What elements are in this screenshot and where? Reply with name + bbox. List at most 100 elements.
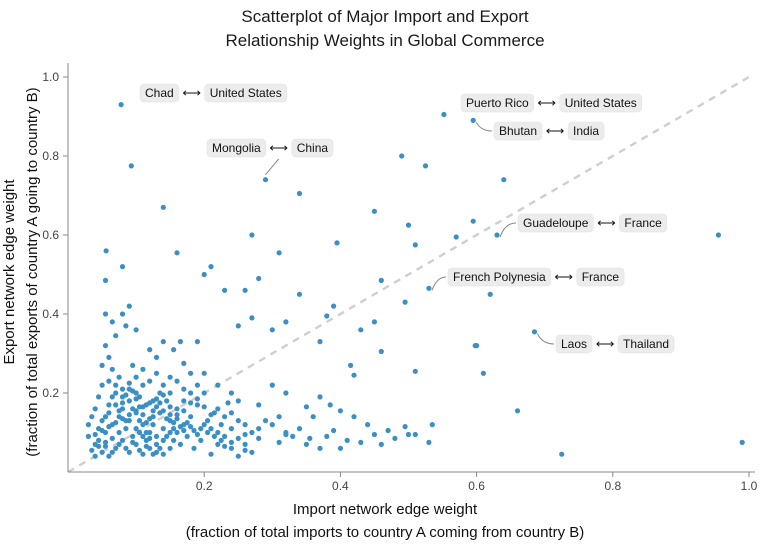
annotation-source-box bbox=[447, 267, 551, 287]
data-point bbox=[140, 382, 146, 388]
data-point bbox=[331, 427, 337, 434]
data-point bbox=[194, 396, 200, 402]
data-point bbox=[106, 453, 112, 459]
data-point bbox=[181, 386, 187, 392]
data-point bbox=[235, 453, 241, 459]
data-point bbox=[194, 402, 200, 408]
data-point bbox=[405, 431, 412, 438]
data-point bbox=[167, 390, 173, 396]
data-point bbox=[92, 453, 98, 459]
data-point bbox=[171, 420, 177, 426]
data-point bbox=[143, 420, 149, 426]
data-point bbox=[228, 426, 234, 432]
x-tick-label: 0.2 bbox=[196, 479, 213, 493]
data-point bbox=[113, 420, 119, 426]
data-point bbox=[344, 437, 350, 443]
data-point bbox=[106, 410, 112, 416]
data-point bbox=[119, 386, 126, 392]
data-point bbox=[113, 390, 119, 396]
data-point bbox=[201, 370, 207, 376]
data-point bbox=[102, 414, 109, 420]
annotation-source-box bbox=[460, 93, 534, 113]
data-point bbox=[113, 333, 119, 339]
data-point bbox=[412, 368, 418, 374]
data-point bbox=[201, 404, 207, 410]
annotation-target-box bbox=[617, 334, 675, 354]
data-point bbox=[412, 242, 418, 248]
data-point bbox=[218, 437, 224, 443]
data-point bbox=[174, 429, 180, 436]
data-point bbox=[147, 378, 153, 384]
data-point bbox=[188, 400, 194, 406]
data-point bbox=[136, 447, 143, 453]
annotation-leader-line bbox=[537, 333, 555, 345]
data-point bbox=[106, 354, 112, 360]
data-point bbox=[133, 408, 139, 414]
data-point bbox=[208, 412, 214, 418]
data-point bbox=[310, 414, 316, 420]
data-point bbox=[85, 433, 91, 439]
x-axis-label-line-1: Import network edge weight bbox=[293, 501, 478, 518]
data-point bbox=[283, 390, 289, 396]
data-point bbox=[150, 422, 156, 428]
data-point bbox=[215, 382, 221, 388]
data-point bbox=[412, 431, 418, 438]
bidirectional-arrow-icon: ⟷ bbox=[182, 85, 201, 100]
data-point bbox=[470, 218, 476, 224]
annotation-target-country: China bbox=[297, 141, 329, 155]
annotation-target-country: India bbox=[573, 124, 599, 138]
data-point bbox=[160, 408, 166, 414]
data-point bbox=[327, 402, 333, 408]
annotation-target-box bbox=[204, 83, 287, 103]
data-point bbox=[225, 400, 231, 406]
annotation-label: Puerto Rico ⟷ United States bbox=[460, 93, 642, 113]
data-point bbox=[242, 447, 248, 453]
annotation-label: Bhutan ⟷ India bbox=[475, 121, 605, 141]
data-point bbox=[147, 416, 153, 422]
data-point bbox=[208, 451, 214, 457]
data-point bbox=[334, 240, 340, 246]
data-point bbox=[222, 414, 228, 420]
data-point bbox=[99, 427, 105, 434]
data-point bbox=[96, 437, 102, 443]
data-point bbox=[351, 372, 357, 378]
data-point bbox=[191, 445, 197, 451]
data-point bbox=[150, 408, 156, 414]
data-point bbox=[317, 339, 323, 345]
data-point bbox=[126, 380, 132, 386]
annotation-source-box bbox=[206, 138, 266, 158]
data-point bbox=[348, 362, 354, 368]
annotation-source-country: Bhutan bbox=[499, 124, 537, 138]
bidirectional-arrow-icon: ⟷ bbox=[597, 215, 616, 230]
bidirectional-arrow-icon: ⟷ bbox=[537, 95, 556, 110]
data-point bbox=[153, 370, 160, 376]
data-point bbox=[276, 250, 282, 256]
data-point bbox=[126, 398, 132, 404]
data-point bbox=[201, 422, 207, 428]
data-point bbox=[296, 190, 303, 197]
data-point bbox=[143, 429, 149, 436]
data-point bbox=[116, 408, 122, 414]
data-point bbox=[249, 449, 255, 455]
data-point bbox=[470, 117, 476, 123]
data-point bbox=[324, 433, 330, 439]
data-point bbox=[269, 422, 275, 428]
annotation-source-box bbox=[517, 213, 594, 233]
data-point bbox=[119, 311, 126, 317]
bidirectional-arrow-icon: ⟷ bbox=[546, 123, 565, 138]
annotation-label: Laos ⟷ Thailand bbox=[537, 333, 675, 354]
data-point bbox=[201, 390, 207, 396]
annotation-target-country: France bbox=[582, 270, 620, 284]
bidirectional-arrow-icon: ⟷ bbox=[269, 140, 288, 155]
data-point bbox=[402, 299, 408, 305]
annotation-label: Mongolia ⟷ China bbox=[206, 138, 334, 176]
data-point bbox=[92, 406, 98, 412]
data-point bbox=[429, 422, 435, 428]
annotation-source-country: Laos bbox=[561, 337, 587, 351]
chart-title-line-2: Relationship Weights in Global Commerce bbox=[225, 31, 544, 50]
data-point bbox=[136, 404, 143, 410]
data-point bbox=[235, 435, 241, 441]
data-point bbox=[262, 418, 269, 424]
data-point bbox=[211, 433, 217, 439]
data-point bbox=[150, 451, 156, 457]
